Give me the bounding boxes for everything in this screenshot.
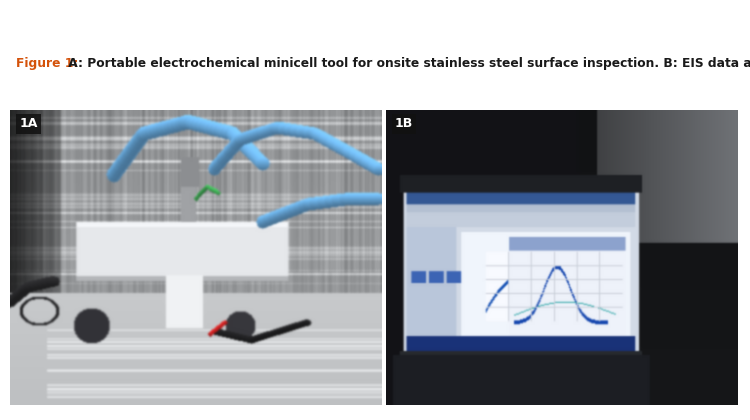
Text: A: Portable electrochemical minicell tool for onsite stainless steel surface ins: A: Portable electrochemical minicell too… — [64, 57, 750, 70]
Text: 1B: 1B — [394, 117, 413, 130]
Text: Figure 1:: Figure 1: — [16, 57, 79, 70]
Text: 1A: 1A — [20, 117, 38, 130]
